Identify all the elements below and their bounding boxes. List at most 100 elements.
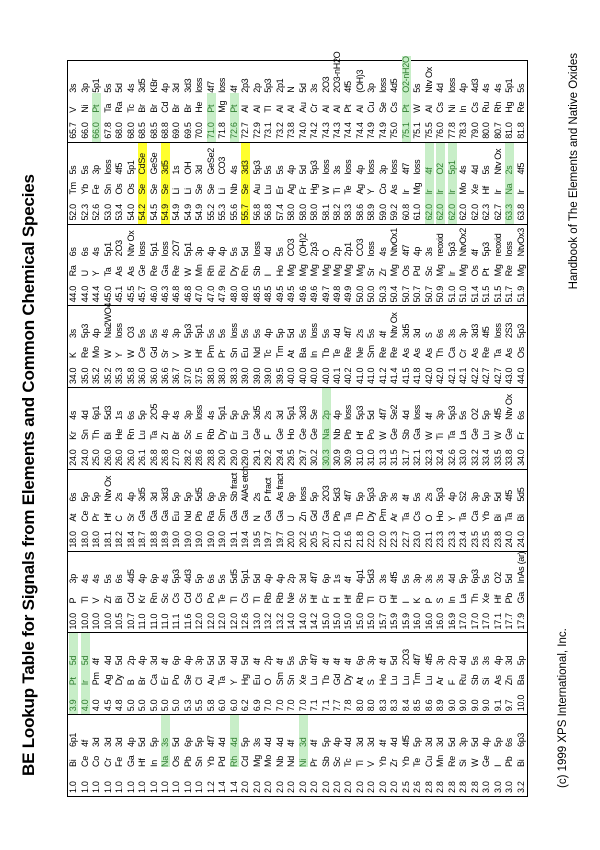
binding-energy-value: 12.0 <box>217 613 228 630</box>
element-symbol: Sn <box>102 184 113 195</box>
be-entry-row: 29.0 Lu 5p <box>240 388 251 469</box>
element-symbol: K <box>412 597 423 604</box>
element-symbol: Gd <box>148 346 159 359</box>
be-entry-row: 2.0 Mg 3s <box>252 715 263 796</box>
signal-label: 5p <box>515 655 526 666</box>
binding-energy-value: 22.7 <box>400 531 411 548</box>
be-entry-row: 49.6 Mg 2p3 <box>309 225 320 306</box>
be-entry-row: 15.0 Rb 4p1 <box>355 552 366 633</box>
element-symbol: Mg <box>492 264 503 277</box>
signal-label: 4d <box>469 165 480 175</box>
element-symbol: Lu <box>481 430 492 440</box>
signal-label: 4d5 <box>125 569 136 584</box>
be-entry-row: 69.5 Br 3d3 <box>183 61 194 142</box>
binding-energy-value: 35.2 <box>91 367 102 385</box>
be-entry-row: 44.0 U 6s <box>79 225 90 306</box>
binding-energy-value: 45.7 <box>137 285 148 303</box>
binding-energy-value: 50.3 <box>377 285 388 303</box>
binding-energy-value: 31.5 <box>389 449 400 466</box>
signal-label: 5s <box>400 574 411 584</box>
be-entry-row: 29.2 F 2s <box>263 388 274 469</box>
signal-label: 3d <box>435 737 446 747</box>
element-symbol: Au <box>297 102 308 113</box>
signal-label: 4f7 <box>205 81 216 93</box>
be-entry-row: 10.5 Bi 6s <box>114 552 125 633</box>
be-entry-row: 47.9 Ru 4p <box>217 225 228 306</box>
element-symbol: Sr <box>159 349 170 359</box>
element-symbol: Cd <box>182 592 193 604</box>
signal-label: 3d5 <box>400 323 411 339</box>
signal-label: 5s <box>515 83 526 93</box>
binding-energy-value: 33.2 <box>469 449 480 466</box>
be-entry-row: 17.0 Xe 5s <box>481 552 492 633</box>
signal-label: 3p <box>171 328 182 339</box>
signal-label: Ntv Ox <box>125 230 136 257</box>
signal-label: 4p <box>263 328 274 339</box>
signal-label: 4f5 <box>423 653 434 666</box>
be-entry-row: 41.8 As 3d <box>412 306 423 387</box>
be-entry-row: 50.7 Pd 4p <box>412 225 423 306</box>
signal-label: 5s <box>366 329 377 339</box>
be-entry-row: 7.1 Tb 4f <box>320 633 331 714</box>
be-entry-row: 40.0 At 5d <box>286 306 297 387</box>
be-entry-row: 22.7 Ta 4f <box>401 470 412 551</box>
element-symbol: Mg <box>435 264 446 277</box>
element-symbol: Xe <box>469 184 480 195</box>
signal-label: 4f7 <box>309 653 320 666</box>
element-symbol: Ir <box>435 174 446 195</box>
be-entry-row: 78.3 In 4p <box>458 61 469 142</box>
signal-label: 4p <box>137 655 148 666</box>
be-entry-row: 70.0 He loss <box>194 61 205 142</box>
signal-label: 6p <box>182 737 193 747</box>
be-entry-row: 59.2 As loss <box>389 143 400 224</box>
element-symbol: Hf <box>492 595 503 604</box>
signal-label: 2p1 <box>274 78 285 93</box>
be-entry-row: 7.0 Sn 5s <box>286 633 297 714</box>
be-entry-row: 8.3 Ho 4f <box>378 633 389 714</box>
signal-label: 5p1 <box>91 78 102 93</box>
be-entry-row: 4.0 Ir 5d <box>79 633 90 715</box>
signal-label: 4d <box>400 410 411 420</box>
element-symbol: Nd <box>286 756 297 767</box>
signal-label: Ntv Ox <box>423 67 434 93</box>
element-symbol: Se <box>137 174 148 195</box>
binding-energy-value: 54.9 <box>160 194 170 224</box>
binding-energy-value: 45.0 <box>102 285 113 303</box>
signal-label: 5d <box>114 83 125 93</box>
signal-label: 3s <box>377 574 388 584</box>
binding-energy-value: 28.2 <box>182 449 193 466</box>
element-symbol: As <box>114 266 125 277</box>
signal-label: loss <box>114 323 125 339</box>
element-symbol: U <box>79 270 90 277</box>
signal-label: 4s <box>159 574 170 584</box>
binding-energy-value: 36.7 <box>171 367 182 385</box>
signal-label: 5p <box>458 574 469 584</box>
element-symbol: Sc <box>332 757 343 767</box>
be-entry-row: 2.0 Tc 4d <box>343 715 354 796</box>
be-column-group: 52.0 Tm 5s 52.3 Yb 5s 52.6 Fe 3p 53.0 Sn loss 53.4 Os… <box>68 141 527 224</box>
be-entry-row: 75.1 Pt O2-nH2O <box>401 56 412 142</box>
element-symbol: Bi <box>68 759 79 767</box>
binding-energy-value: 37.5 <box>194 367 205 385</box>
element-symbol: In <box>194 432 205 440</box>
binding-energy-value: 17.7 <box>504 613 515 630</box>
signal-label: 4p <box>263 574 274 584</box>
be-entry-row: 42.1 Cr 3p <box>458 306 469 387</box>
be-entry-row: 75.5 Al Ntv Ox <box>424 61 435 142</box>
binding-energy-value: 41.0 <box>354 367 365 385</box>
be-entry-row: 54.9 Se 3d <box>194 143 205 224</box>
binding-energy-value: 35.2 <box>102 367 113 385</box>
binding-energy-value: 39.0 <box>263 367 274 385</box>
element-symbol: Zr <box>159 431 170 440</box>
be-entry-row: 51.5 Pt 5p3 <box>481 225 492 306</box>
signal-label: 5p <box>194 737 205 747</box>
be-entry-row: 1.0 Bi 6p1 <box>68 715 79 796</box>
element-symbol: Ir <box>515 189 526 195</box>
binding-energy-value: 11.1 <box>171 613 182 630</box>
be-entry-row: 72.7 Al 2p3 <box>240 61 251 142</box>
signal-label: 5p <box>240 410 251 420</box>
element-symbol: Ta <box>102 267 113 277</box>
signal-label: 5p3 <box>366 487 377 502</box>
be-entry-row: 51.0 Mg NtvOx2 <box>458 225 469 306</box>
signal-label: 5p <box>194 574 205 584</box>
